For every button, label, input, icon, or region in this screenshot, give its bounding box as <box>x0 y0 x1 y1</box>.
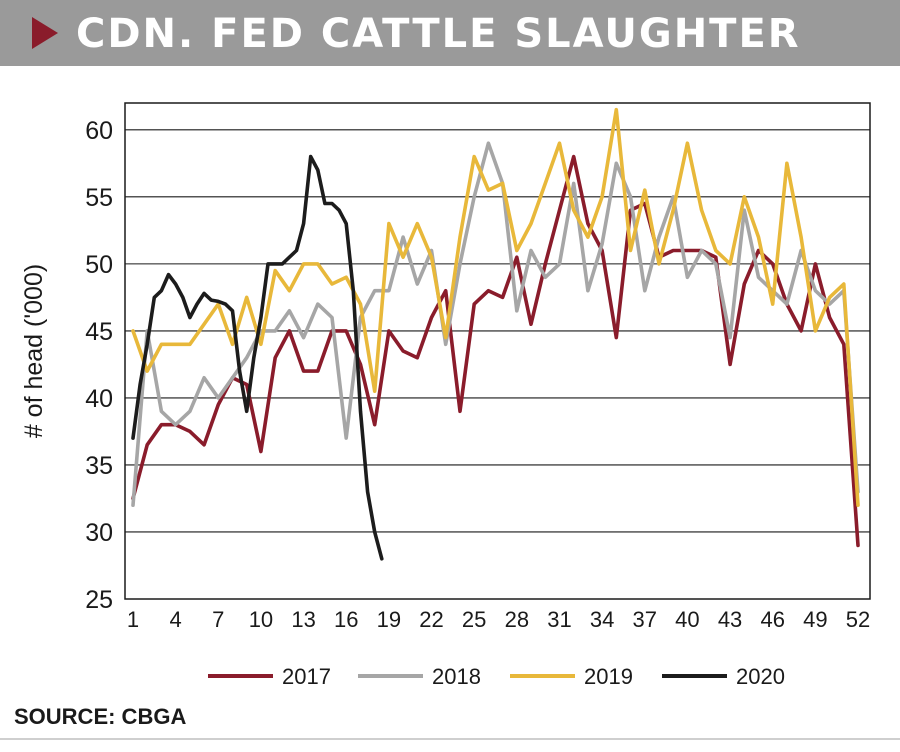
x-tick-label: 13 <box>291 607 315 632</box>
legend-label-2020: 2020 <box>736 664 785 689</box>
legend-label-2017: 2017 <box>282 664 331 689</box>
x-tick-label: 22 <box>419 607 443 632</box>
header-banner: CDN. FED CATTLE SLAUGHTER <box>0 0 900 66</box>
series-line-2019 <box>131 107 860 508</box>
bottom-divider <box>0 738 900 740</box>
x-tick-label: 40 <box>675 607 699 632</box>
y-tick-label: 50 <box>85 251 113 279</box>
x-axis-ticks: 1 4 7 10 13 16 19 22 25 28 31 34 37 40 43 46 49 52 <box>127 607 870 632</box>
x-tick-label: 28 <box>505 607 529 632</box>
series-line-2017 <box>131 154 860 548</box>
x-tick-label: 49 <box>803 607 827 632</box>
y-tick-label: 40 <box>85 385 113 413</box>
y-axis-label: # of head ('000) <box>20 264 48 438</box>
y-tick-label: 25 <box>85 586 113 614</box>
x-tick-label: 19 <box>377 607 401 632</box>
x-tick-label: 4 <box>170 607 182 632</box>
triangle-bullet-icon <box>32 17 58 49</box>
source-note: SOURCE: CBGA <box>14 704 187 729</box>
x-tick-label: 25 <box>462 607 486 632</box>
chart-series <box>131 107 860 561</box>
plot-frame <box>124 102 871 600</box>
legend-label-2018: 2018 <box>432 664 481 689</box>
legend-label-2019: 2019 <box>584 664 633 689</box>
y-tick-label: 30 <box>85 519 113 547</box>
x-tick-label: 34 <box>590 607 614 632</box>
x-tick-label: 31 <box>547 607 571 632</box>
x-tick-label: 16 <box>334 607 358 632</box>
x-tick-label: 7 <box>212 607 224 632</box>
line-chart: 25 30 35 40 45 50 55 60 1 4 7 10 13 16 19 22 25 28 31 34 37… <box>20 102 871 689</box>
y-axis-ticks: 25 30 35 40 45 50 55 60 <box>85 117 113 614</box>
series-line-2018 <box>131 141 860 508</box>
series-line-2020 <box>131 154 384 561</box>
y-tick-label: 55 <box>85 184 113 212</box>
x-tick-label: 52 <box>846 607 870 632</box>
x-tick-label: 37 <box>633 607 657 632</box>
x-tick-label: 10 <box>249 607 273 632</box>
x-tick-label: 1 <box>127 607 139 632</box>
y-tick-label: 35 <box>85 452 113 480</box>
y-tick-label: 60 <box>85 117 113 145</box>
x-tick-label: 46 <box>760 607 784 632</box>
y-tick-label: 45 <box>85 318 113 346</box>
page-title: CDN. FED CATTLE SLAUGHTER <box>76 11 801 57</box>
chart-legend: 2017 2018 2019 2020 <box>208 664 785 689</box>
x-tick-label: 43 <box>718 607 742 632</box>
